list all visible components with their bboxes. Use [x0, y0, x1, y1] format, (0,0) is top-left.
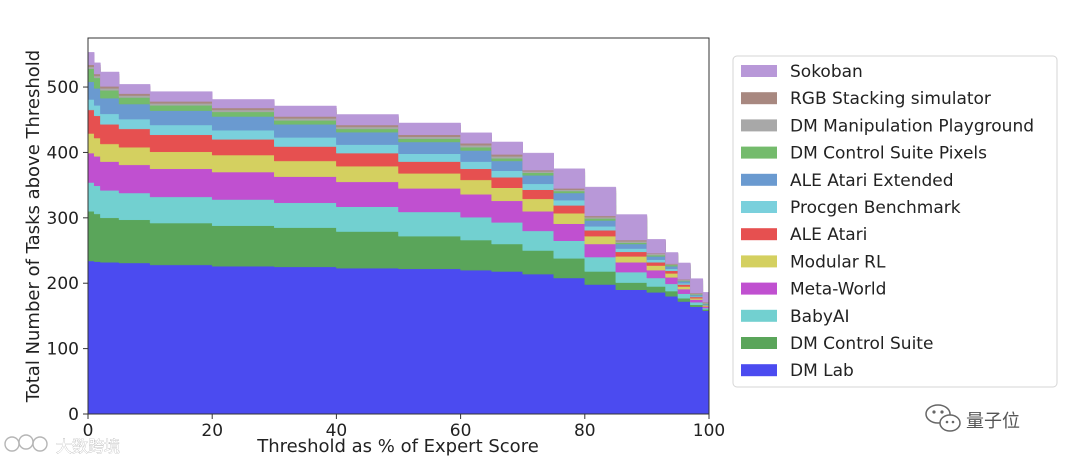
- legend-label-meta-world: Meta-World: [790, 280, 886, 300]
- watermark-right-text: 量子位: [966, 411, 1020, 432]
- y-tick-label: 100: [47, 340, 79, 360]
- wechat-logo-icon: [925, 404, 961, 432]
- x-tick-label: 80: [574, 421, 596, 441]
- x-tick-label: 60: [450, 421, 472, 441]
- x-tick-label: 0: [83, 421, 94, 441]
- legend-label-rgb-stacking-simulator: RGB Stacking simulator: [790, 89, 991, 109]
- legend-label-procgen-benchmark: Procgen Benchmark: [790, 198, 961, 218]
- legend-label-dm-control-suite: DM Control Suite: [790, 334, 933, 354]
- legend-swatch-dm-manipulation-playground: [741, 119, 777, 132]
- legend-swatch-dm-control-suite: [741, 337, 777, 349]
- y-axis-title: Total Number of Tasks above Threshold: [23, 50, 44, 403]
- legend-items: Sokoban RGB Stacking simulator DM Manipula…: [741, 62, 1034, 381]
- watermark-left-text: 大数跨境: [56, 437, 120, 456]
- y-axis: 0 100 200 300 400 500: [47, 78, 88, 425]
- legend-label-babyai: BabyAI: [790, 307, 850, 327]
- legend-swatch-ale-atari: [741, 228, 777, 241]
- legend-label-modular-rl: Modular RL: [790, 252, 886, 272]
- y-tick-label: 200: [47, 274, 79, 294]
- legend-swatch-meta-world: [741, 282, 777, 295]
- legend-swatch-sokoban: [741, 65, 777, 77]
- y-tick-label: 300: [47, 209, 79, 229]
- weibo-logo-icon: [4, 434, 48, 452]
- legend-frame: [732, 55, 1058, 388]
- x-axis-title: Threshold as % of Expert Score: [256, 436, 539, 457]
- legend-label-dm-lab: DM Lab: [790, 361, 854, 381]
- plot-frame: [87, 37, 710, 415]
- legend-label-sokoban: Sokoban: [790, 62, 863, 82]
- y-tick-label: 0: [68, 405, 79, 425]
- y-tick-label: 500: [47, 78, 79, 98]
- x-tick-label: 40: [326, 421, 348, 441]
- stacked-areas: [87, 52, 710, 415]
- legend: Sokoban RGB Stacking simulator DM Manipula…: [732, 55, 1058, 388]
- watermark-right: 量子位: [925, 404, 1020, 432]
- legend-swatch-babyai: [741, 309, 777, 322]
- y-tick-label: 400: [47, 143, 79, 163]
- legend-label-dm-manipulation-playground: DM Manipulation Playground: [790, 116, 1034, 136]
- legend-swatch-dm-lab: [741, 364, 777, 377]
- legend-swatch-procgen-benchmark: [741, 201, 777, 213]
- legend-label-ale-atari: ALE Atari: [790, 225, 867, 245]
- legend-swatch-modular-rl: [741, 255, 777, 268]
- x-tick-label: 100: [693, 421, 725, 441]
- legend-swatch-rgb-stacking-simulator: [741, 92, 777, 105]
- legend-swatch-ale-atari-extended: [741, 173, 777, 186]
- legend-swatch-dm-control-suite-pixels: [741, 146, 777, 159]
- x-tick-label: 20: [201, 421, 223, 441]
- legend-label-ale-atari-extended: ALE Atari Extended: [790, 171, 954, 191]
- watermark-left: 大数跨境: [4, 434, 120, 456]
- legend-label-dm-control-suite-pixels: DM Control Suite Pixels: [790, 144, 987, 164]
- x-axis: 0 20 40 60 80 100: [83, 414, 725, 441]
